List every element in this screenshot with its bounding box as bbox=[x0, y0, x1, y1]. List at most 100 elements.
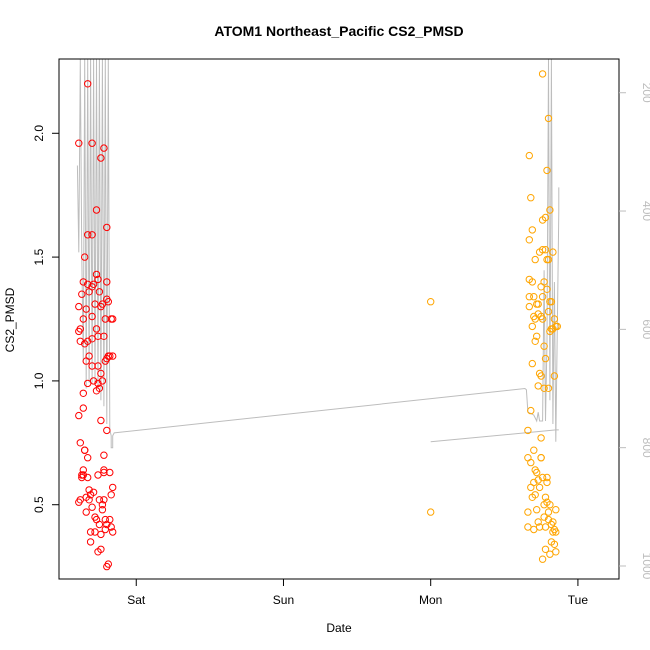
data-point bbox=[103, 278, 111, 286]
data-point bbox=[527, 194, 535, 202]
x-axis-label: Date bbox=[326, 621, 352, 635]
data-point bbox=[109, 483, 117, 492]
y2-tick-label: 400 bbox=[640, 201, 650, 221]
data-point bbox=[100, 332, 108, 340]
data-point bbox=[84, 80, 92, 88]
data-point bbox=[550, 315, 559, 323]
data-point bbox=[85, 496, 93, 504]
data-point bbox=[100, 144, 108, 152]
data-point bbox=[81, 253, 89, 261]
plot-frame bbox=[58, 58, 620, 580]
data-point bbox=[530, 478, 538, 487]
data-point bbox=[100, 496, 108, 504]
data-point bbox=[541, 213, 550, 222]
data-point bbox=[79, 466, 88, 474]
data-point bbox=[109, 528, 117, 536]
data-point bbox=[541, 246, 550, 254]
data-point bbox=[79, 404, 88, 412]
data-point bbox=[549, 518, 557, 526]
depth-line-lower bbox=[430, 429, 559, 443]
data-point bbox=[92, 270, 101, 279]
data-point bbox=[88, 503, 96, 511]
data-point bbox=[88, 231, 96, 239]
data-point bbox=[81, 446, 89, 454]
data-point bbox=[94, 275, 102, 284]
data-point bbox=[89, 280, 98, 288]
data-point bbox=[95, 384, 104, 392]
data-point bbox=[533, 300, 541, 308]
data-point bbox=[538, 473, 547, 482]
data-point bbox=[85, 352, 93, 360]
data-point bbox=[538, 246, 547, 254]
data-point bbox=[550, 372, 559, 380]
data-point bbox=[540, 278, 548, 286]
depth-line bbox=[76, 58, 560, 449]
data-point bbox=[79, 471, 88, 479]
data-point bbox=[109, 352, 117, 360]
y-tick-label: 2.0 bbox=[32, 125, 46, 142]
data-point bbox=[533, 468, 541, 477]
data-point bbox=[78, 290, 86, 298]
data-point bbox=[543, 473, 551, 482]
data-point bbox=[88, 362, 96, 370]
data-point bbox=[525, 151, 533, 160]
data-point bbox=[109, 315, 117, 323]
data-point bbox=[530, 446, 538, 454]
data-point bbox=[538, 555, 547, 563]
data-point bbox=[106, 352, 114, 360]
data-point bbox=[84, 231, 92, 239]
data-point bbox=[550, 540, 559, 548]
x-tick-label: Sat bbox=[127, 593, 146, 607]
data-point bbox=[95, 520, 104, 529]
data-point bbox=[528, 359, 536, 368]
data-point bbox=[531, 337, 539, 345]
data-point bbox=[84, 473, 92, 482]
data-point bbox=[100, 451, 108, 459]
data-point bbox=[97, 369, 105, 378]
data-point bbox=[98, 377, 107, 385]
data-point bbox=[524, 508, 532, 516]
data-point bbox=[531, 491, 539, 499]
data-point bbox=[544, 255, 553, 264]
data-point bbox=[97, 545, 105, 553]
data-point bbox=[84, 337, 92, 345]
data-point bbox=[549, 248, 557, 256]
data-point bbox=[543, 478, 551, 487]
y2-tick-label: 800 bbox=[640, 438, 650, 458]
data-point bbox=[94, 379, 102, 388]
data-point bbox=[534, 300, 542, 308]
data-point bbox=[89, 377, 98, 385]
data-point bbox=[541, 493, 550, 501]
data-point bbox=[94, 362, 102, 370]
chart-title: ATOM1 Northeast_Pacific CS2_PMSD bbox=[214, 23, 463, 39]
data-point bbox=[534, 476, 542, 484]
data-point bbox=[538, 70, 547, 78]
data-point bbox=[103, 426, 111, 435]
data-point bbox=[101, 315, 110, 323]
x-tick-label: Tue bbox=[568, 593, 589, 607]
data-point bbox=[528, 226, 536, 234]
data-point bbox=[530, 293, 538, 301]
data-point bbox=[531, 255, 539, 264]
data-point bbox=[107, 491, 115, 499]
data-point bbox=[540, 342, 548, 350]
data-point bbox=[104, 298, 113, 306]
data-point bbox=[535, 483, 544, 492]
data-point bbox=[544, 384, 553, 392]
data-point bbox=[427, 298, 435, 306]
data-point bbox=[92, 325, 101, 333]
data-point bbox=[86, 528, 95, 536]
data-point bbox=[525, 293, 533, 301]
axes-layer: Sat Sun Mon Tue 0.5 1.0 1.5 2.0 200 400 600 800 1000 bbox=[32, 58, 650, 607]
y2-tick-label: 1000 bbox=[640, 553, 650, 580]
data-point bbox=[82, 305, 90, 313]
data-point bbox=[85, 486, 93, 494]
data-point bbox=[544, 307, 553, 316]
data-point bbox=[79, 278, 88, 286]
data-point bbox=[544, 114, 553, 123]
data-point bbox=[540, 384, 548, 392]
data-point bbox=[537, 434, 545, 442]
data-point bbox=[79, 315, 88, 323]
y2-tick-label: 200 bbox=[640, 83, 650, 103]
